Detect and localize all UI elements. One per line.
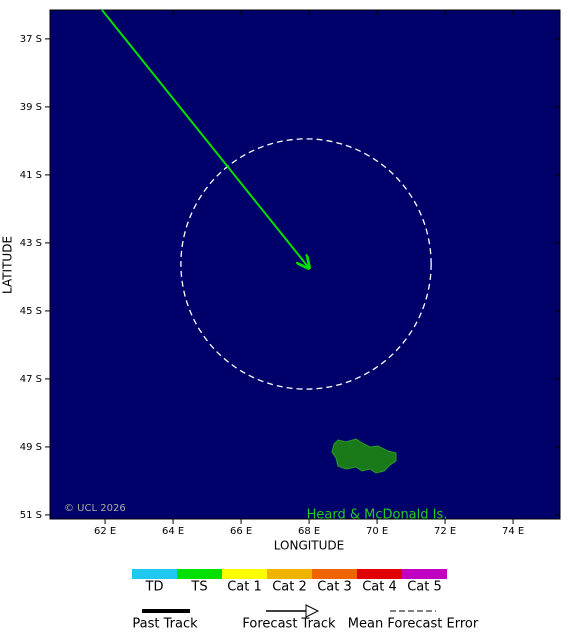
x-axis-label: LONGITUDE (274, 539, 344, 553)
category-label: Cat 2 (272, 580, 307, 595)
category-label: Cat 1 (227, 580, 262, 595)
category-swatch (357, 569, 402, 579)
y-tick-label: 49 S (20, 442, 42, 453)
place-label: Heard & McDonald Is. (307, 508, 448, 523)
legend-label: Forecast Track (242, 617, 336, 632)
x-tick-label: 68 E (298, 526, 320, 537)
y-tick-label: 47 S (20, 374, 42, 385)
category-swatch (132, 569, 177, 579)
x-tick-label: 66 E (230, 526, 252, 537)
category-swatch (267, 569, 312, 579)
category-label: Cat 4 (362, 580, 397, 595)
error-circle (180, 138, 432, 390)
credit: © UCL 2026 (64, 503, 126, 514)
forecast-track (101, 9, 309, 268)
x-tick-label: 64 E (162, 526, 184, 537)
x-tick-label: 62 E (94, 526, 116, 537)
y-axis-label: LATITUDE (1, 236, 15, 294)
legend-label: Mean Forecast Error (348, 617, 479, 632)
category-label: Cat 5 (407, 580, 442, 595)
category-swatch (222, 569, 267, 579)
y-tick-label: 37 S (20, 34, 42, 45)
x-tick-label: 72 E (434, 526, 456, 537)
category-label: Cat 3 (317, 580, 352, 595)
category-swatch (312, 569, 357, 579)
y-tick-label: 39 S (20, 102, 42, 113)
island (331, 438, 397, 474)
category-swatch (177, 569, 222, 579)
x-tick-label: 74 E (502, 526, 524, 537)
x-tick-label: 70 E (366, 526, 388, 537)
y-tick-label: 51 S (20, 510, 42, 521)
category-label: TD (145, 580, 164, 595)
y-tick-label: 41 S (20, 170, 42, 181)
forecast-arrow-sample (305, 604, 320, 618)
y-tick-label: 45 S (20, 306, 42, 317)
legend-label: Past Track (132, 617, 198, 632)
y-tick-label: 43 S (20, 238, 42, 249)
category-label: TS (190, 580, 207, 595)
category-swatch (402, 569, 447, 579)
